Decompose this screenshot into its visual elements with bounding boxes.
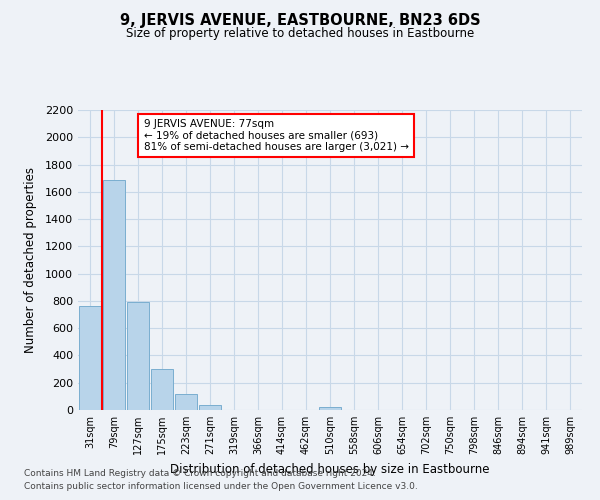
Y-axis label: Number of detached properties: Number of detached properties [23,167,37,353]
Bar [103,180,125,410]
Text: 9, JERVIS AVENUE, EASTBOURNE, BN23 6DS: 9, JERVIS AVENUE, EASTBOURNE, BN23 6DS [119,12,481,28]
X-axis label: Distribution of detached houses by size in Eastbourne: Distribution of detached houses by size … [170,462,490,475]
Bar [175,394,197,410]
Bar [151,369,173,410]
Text: Contains public sector information licensed under the Open Government Licence v3: Contains public sector information licen… [24,482,418,491]
Bar [199,404,221,410]
Text: Size of property relative to detached houses in Eastbourne: Size of property relative to detached ho… [126,28,474,40]
Text: Contains HM Land Registry data © Crown copyright and database right 2024.: Contains HM Land Registry data © Crown c… [24,468,376,477]
Text: 9 JERVIS AVENUE: 77sqm
← 19% of detached houses are smaller (693)
81% of semi-de: 9 JERVIS AVENUE: 77sqm ← 19% of detached… [143,119,409,152]
Bar [79,306,101,410]
Bar [127,302,149,410]
Bar [319,408,341,410]
